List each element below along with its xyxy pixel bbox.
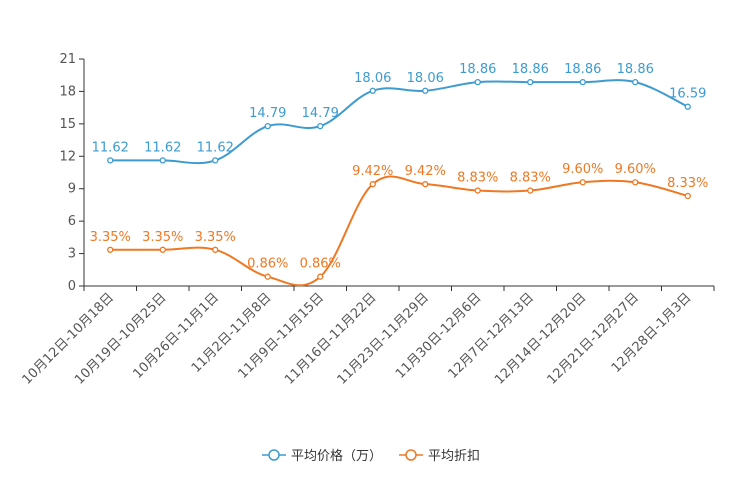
x-tick-label: 12月21日-12月27日 [545,290,642,387]
data-point [107,157,114,164]
legend-marker-icon [405,449,417,461]
data-label: 11.62 [92,140,129,155]
y-tick-label: 15 [59,117,76,132]
data-label: 8.83% [510,171,551,186]
legend-item-avg-price[interactable]: 平均价格（万） [262,448,382,464]
data-label: 3.35% [142,230,183,245]
data-label: 18.86 [617,62,654,77]
data-label: 18.86 [564,62,601,77]
data-label: 8.83% [457,171,498,186]
data-label: 9.42% [405,164,446,179]
data-label: 0.86% [247,257,288,272]
data-point [212,157,219,164]
data-point [474,78,481,86]
legend[interactable]: 平均价格（万） 平均折扣 [262,448,480,464]
data-point [527,187,534,194]
data-label: 9.42% [352,164,393,179]
data-point [317,122,324,130]
legend-marker-icon [268,449,280,461]
chart-axes: 03691215182110月12日-10月18日10月19日-10月25日10… [20,52,715,388]
data-label: 8.33% [667,176,708,191]
y-tick-label: 21 [59,52,76,67]
data-label: 18.06 [354,71,391,86]
data-point [317,273,324,280]
y-tick-label: 12 [59,149,76,164]
data-label: 11.62 [144,140,181,155]
data-point [684,103,691,110]
data-point [159,246,166,253]
data-point [684,192,691,200]
data-label: 9.60% [562,162,603,177]
data-point [579,78,586,86]
data-point [527,78,534,86]
data-label: 3.35% [195,230,236,245]
data-point [107,246,114,253]
series-avg-price: 11.62 11.62 11.62 14.79 14.79 18.06 18.06 18.86… [92,62,706,165]
y-tick-label: 6 [68,214,76,229]
data-point [369,87,376,94]
data-label: 11.62 [197,140,234,155]
data-label: 14.79 [302,106,339,121]
data-point [264,122,271,130]
data-point [579,179,586,186]
data-label: 0.86% [300,257,341,272]
data-point [212,246,219,253]
legend-item-avg-discount[interactable]: 平均折扣 [399,449,480,464]
data-label: 18.06 [407,71,444,86]
data-point [632,78,639,86]
data-label: 9.60% [615,162,656,177]
legend-label: 平均折扣 [428,449,480,464]
x-tick-label: 10月12日-10月18日 [20,290,117,387]
y-tick-label: 9 [68,182,76,197]
data-point [632,179,639,186]
legend-label: 平均价格（万） [291,448,382,464]
data-label: 18.86 [512,62,549,77]
data-label: 16.59 [669,87,706,102]
x-tick-label: 12月14日-12月20日 [492,290,589,387]
data-point [159,157,166,164]
data-label: 18.86 [459,62,496,77]
data-point [422,181,429,188]
data-point [369,181,376,188]
series-avg-discount: 3.35% 3.35% 3.35% 0.86% 0.86% 9.42% 9.42% 8.83%… [90,162,708,287]
data-label: 14.79 [249,106,286,121]
x-tick-label: 10月19日-10月25日 [72,290,169,387]
data-point [422,87,429,94]
x-tick-label: 11月16日-11月22日 [282,290,379,387]
data-label: 3.35% [90,230,131,245]
data-point [264,273,271,280]
y-tick-label: 0 [68,279,76,294]
series-layer: 11.62 11.62 11.62 14.79 14.79 18.06 18.06 18.86… [90,62,708,287]
y-tick-label: 18 [59,84,76,99]
y-tick-label: 3 [68,247,76,262]
data-point [474,187,481,194]
x-tick-label: 11月23日-11月29日 [335,290,432,387]
